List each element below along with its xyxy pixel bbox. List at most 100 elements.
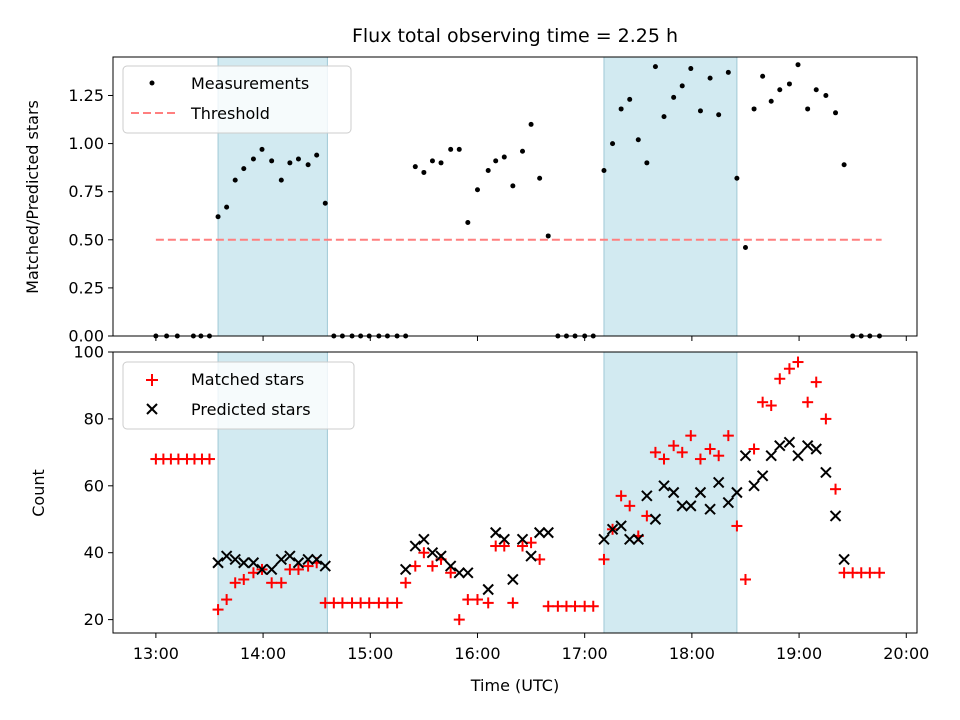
predicted-star-point bbox=[482, 583, 494, 596]
bottom-plot-frame bbox=[112, 351, 918, 634]
measurement-point bbox=[259, 146, 265, 152]
measurement-point bbox=[269, 158, 275, 164]
predicted-star-point bbox=[722, 496, 735, 509]
matched-star-point bbox=[748, 443, 760, 455]
matched-star-point bbox=[615, 490, 627, 502]
matched-star-point bbox=[498, 540, 510, 552]
matched-star-point bbox=[757, 396, 769, 408]
bottom-y-tick-label: 60 bbox=[84, 476, 104, 495]
matched-star-point bbox=[783, 363, 795, 375]
measurement-point bbox=[742, 244, 748, 250]
measurement-point bbox=[232, 177, 238, 183]
top-legend-box bbox=[122, 65, 352, 134]
matched-star-point bbox=[203, 453, 215, 465]
matched-star-point bbox=[713, 450, 725, 462]
measurement-point bbox=[725, 69, 731, 75]
predicted-star-point bbox=[399, 563, 412, 576]
measurement-point bbox=[250, 156, 256, 162]
measurement-point bbox=[618, 106, 624, 112]
predicted-star-point bbox=[426, 547, 439, 559]
bottom-y-tick-label: 80 bbox=[84, 409, 104, 428]
predicted-star-point bbox=[712, 476, 725, 489]
measurement-point bbox=[278, 177, 284, 183]
measurement-point bbox=[456, 146, 462, 152]
matched-star-point bbox=[641, 510, 653, 522]
measurement-point bbox=[545, 233, 551, 239]
top-y-tick-label: 1.25 bbox=[68, 86, 104, 105]
top-plot-frame bbox=[112, 56, 918, 337]
predicted-star-point bbox=[462, 567, 474, 579]
bottom-panel: 20 40 60 80 100 13:00 14:00 15:00 16:00 17:00 18:… bbox=[29, 343, 929, 696]
predicted-star-point bbox=[516, 533, 529, 546]
bottom-legend: Matched stars Predicted stars bbox=[122, 361, 355, 430]
matched-star-point bbox=[453, 614, 465, 626]
matched-star-point bbox=[731, 520, 743, 532]
predicted-star-point bbox=[238, 557, 250, 569]
measurement-point bbox=[707, 75, 713, 81]
top-x-ticks bbox=[155, 336, 907, 341]
predicted-star-point bbox=[649, 513, 662, 525]
predicted-star-point bbox=[598, 533, 610, 546]
legend-matched-stars: Matched stars bbox=[191, 370, 304, 389]
measurement-point bbox=[716, 112, 722, 118]
bottom-x-axis: 13:00 14:00 15:00 16:00 17:00 18:00 19:00 20:00 bbox=[133, 633, 929, 663]
legend-predicted-stars: Predicted stars bbox=[191, 400, 311, 419]
matched-star-point bbox=[409, 560, 421, 572]
x-tick-label: 19:00 bbox=[776, 644, 822, 663]
measurement-point bbox=[777, 87, 783, 93]
predicted-star-point bbox=[220, 550, 233, 562]
measurement-point bbox=[813, 87, 819, 93]
matched-star-point bbox=[517, 540, 529, 552]
predicted-star-point bbox=[435, 550, 447, 562]
measurement-point bbox=[688, 66, 694, 72]
matched-star-point bbox=[792, 356, 804, 368]
bottom-y-axis: 20 40 60 80 100 bbox=[73, 343, 113, 629]
predicted-star-point bbox=[667, 486, 680, 499]
matched-star-point bbox=[391, 597, 403, 609]
measurement-point bbox=[760, 73, 766, 79]
measurement-point bbox=[429, 158, 435, 164]
matched-star-point bbox=[685, 430, 697, 442]
top-y-axis: 0.00 0.25 0.50 0.75 1.00 1.25 bbox=[68, 86, 113, 346]
measurement-point bbox=[295, 156, 301, 162]
predicted-star-point bbox=[676, 500, 688, 512]
measurements-legend-marker bbox=[149, 80, 155, 86]
matched-star-point bbox=[229, 577, 241, 589]
measurement-point bbox=[510, 183, 516, 189]
bottom-y-tick-label: 20 bbox=[84, 610, 104, 629]
measurement-point bbox=[537, 175, 543, 181]
matched-star-point bbox=[802, 396, 814, 408]
predicted-star-point bbox=[284, 550, 296, 562]
measurement-point bbox=[241, 166, 247, 172]
x-tick-label: 13:00 bbox=[133, 644, 179, 663]
matched-star-point bbox=[649, 446, 661, 458]
predicted-star-point bbox=[829, 510, 842, 522]
predicted-star-point bbox=[453, 567, 465, 579]
matched-star-point bbox=[704, 443, 716, 455]
top-y-axis-label: Matched/Predicted stars bbox=[23, 100, 42, 294]
measurement-point bbox=[305, 162, 311, 168]
measurement-point bbox=[485, 168, 491, 174]
matched-star-point bbox=[587, 600, 599, 612]
predicted-star-point bbox=[507, 573, 519, 586]
predicted-star-point bbox=[658, 480, 670, 492]
measurement-point bbox=[493, 158, 499, 164]
measurement-point bbox=[833, 110, 839, 116]
matched-star-point bbox=[810, 376, 822, 388]
predicted-star-point bbox=[247, 557, 260, 569]
matched-star-point bbox=[482, 597, 494, 609]
predicted-star-point bbox=[774, 439, 786, 452]
predicted-star-point bbox=[418, 533, 430, 546]
measurement-point bbox=[734, 175, 740, 181]
matched-star-point bbox=[668, 440, 680, 452]
matched-star-point bbox=[722, 430, 734, 442]
measurement-point bbox=[224, 204, 230, 210]
measurement-point bbox=[644, 160, 650, 166]
predicted-star-point bbox=[838, 553, 850, 566]
matched-star-point bbox=[739, 573, 751, 585]
predicted-star-point bbox=[765, 449, 777, 462]
x-tick-label: 18:00 bbox=[669, 644, 715, 663]
top-y-tick-label: 0.75 bbox=[68, 182, 104, 201]
matched-star-point bbox=[624, 500, 636, 512]
predicted-star-point bbox=[756, 470, 769, 482]
